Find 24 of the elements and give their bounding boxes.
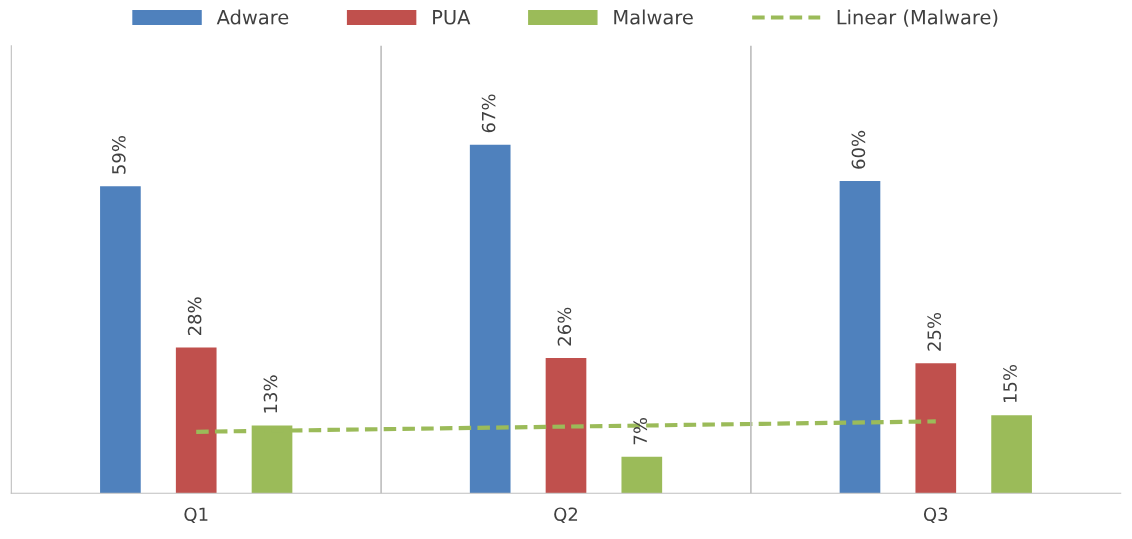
data-label: 13% — [263, 375, 278, 413]
data-label: 59% — [111, 136, 126, 174]
legend-label: Adware — [216, 9, 289, 25]
bar — [839, 181, 881, 494]
data-label: 15% — [1003, 364, 1017, 403]
bar — [175, 347, 217, 494]
data-label: 26% — [557, 307, 572, 346]
legend-label: PUA — [433, 10, 471, 25]
x-tick-label: Q2 — [554, 507, 578, 524]
data-label: 28% — [187, 297, 202, 336]
bar — [915, 363, 957, 494]
x-tick-label: Q3 — [923, 507, 948, 524]
data-label: 60% — [851, 130, 866, 169]
bar — [991, 415, 1032, 494]
legend-label: Linear (Malware) — [837, 9, 998, 27]
data-label: 7% — [633, 418, 648, 445]
bar — [100, 186, 141, 494]
legend-label: Malware — [614, 9, 693, 25]
bar — [621, 456, 663, 494]
bar — [545, 357, 587, 494]
x-tick-label: Q1 — [184, 507, 208, 524]
data-label: 67% — [481, 94, 496, 133]
bar — [469, 144, 511, 494]
data-label: 25% — [927, 312, 942, 351]
